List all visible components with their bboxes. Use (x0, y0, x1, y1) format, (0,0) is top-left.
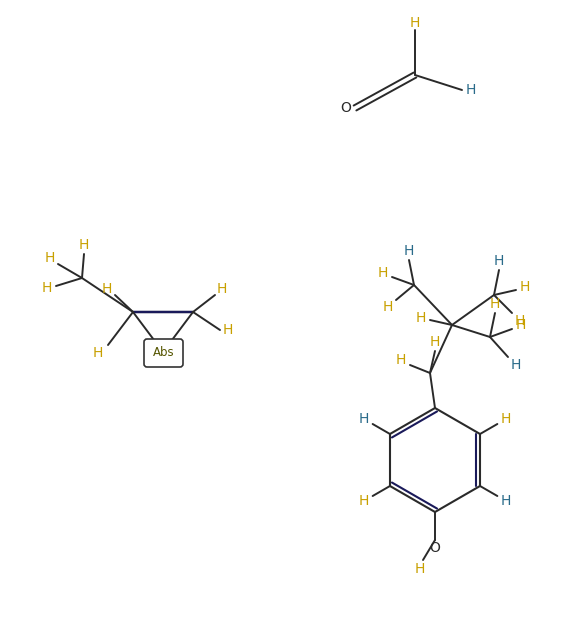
Text: H: H (511, 358, 521, 372)
Text: H: H (516, 318, 526, 332)
Text: H: H (93, 346, 103, 360)
FancyBboxPatch shape (144, 339, 183, 367)
Text: H: H (396, 353, 406, 367)
Text: H: H (494, 254, 504, 268)
Text: H: H (42, 281, 52, 295)
Text: H: H (378, 266, 388, 280)
Text: H: H (404, 244, 414, 258)
Text: H: H (359, 412, 369, 426)
Text: H: H (490, 297, 500, 311)
Text: H: H (102, 282, 112, 296)
Text: H: H (416, 311, 426, 325)
Text: H: H (466, 83, 476, 97)
Text: H: H (217, 282, 227, 296)
Text: Abs: Abs (153, 347, 175, 360)
Text: H: H (430, 335, 440, 349)
Text: H: H (45, 251, 55, 265)
Text: O: O (340, 101, 351, 115)
Text: H: H (383, 300, 393, 314)
Text: O: O (429, 541, 440, 555)
Text: H: H (410, 16, 420, 30)
Text: H: H (223, 323, 233, 337)
Text: H: H (415, 562, 425, 576)
Text: H: H (515, 314, 525, 328)
Text: H: H (359, 494, 369, 508)
Text: H: H (79, 238, 89, 252)
Text: H: H (520, 280, 530, 294)
Text: H: H (501, 494, 511, 508)
Text: H: H (501, 412, 511, 426)
